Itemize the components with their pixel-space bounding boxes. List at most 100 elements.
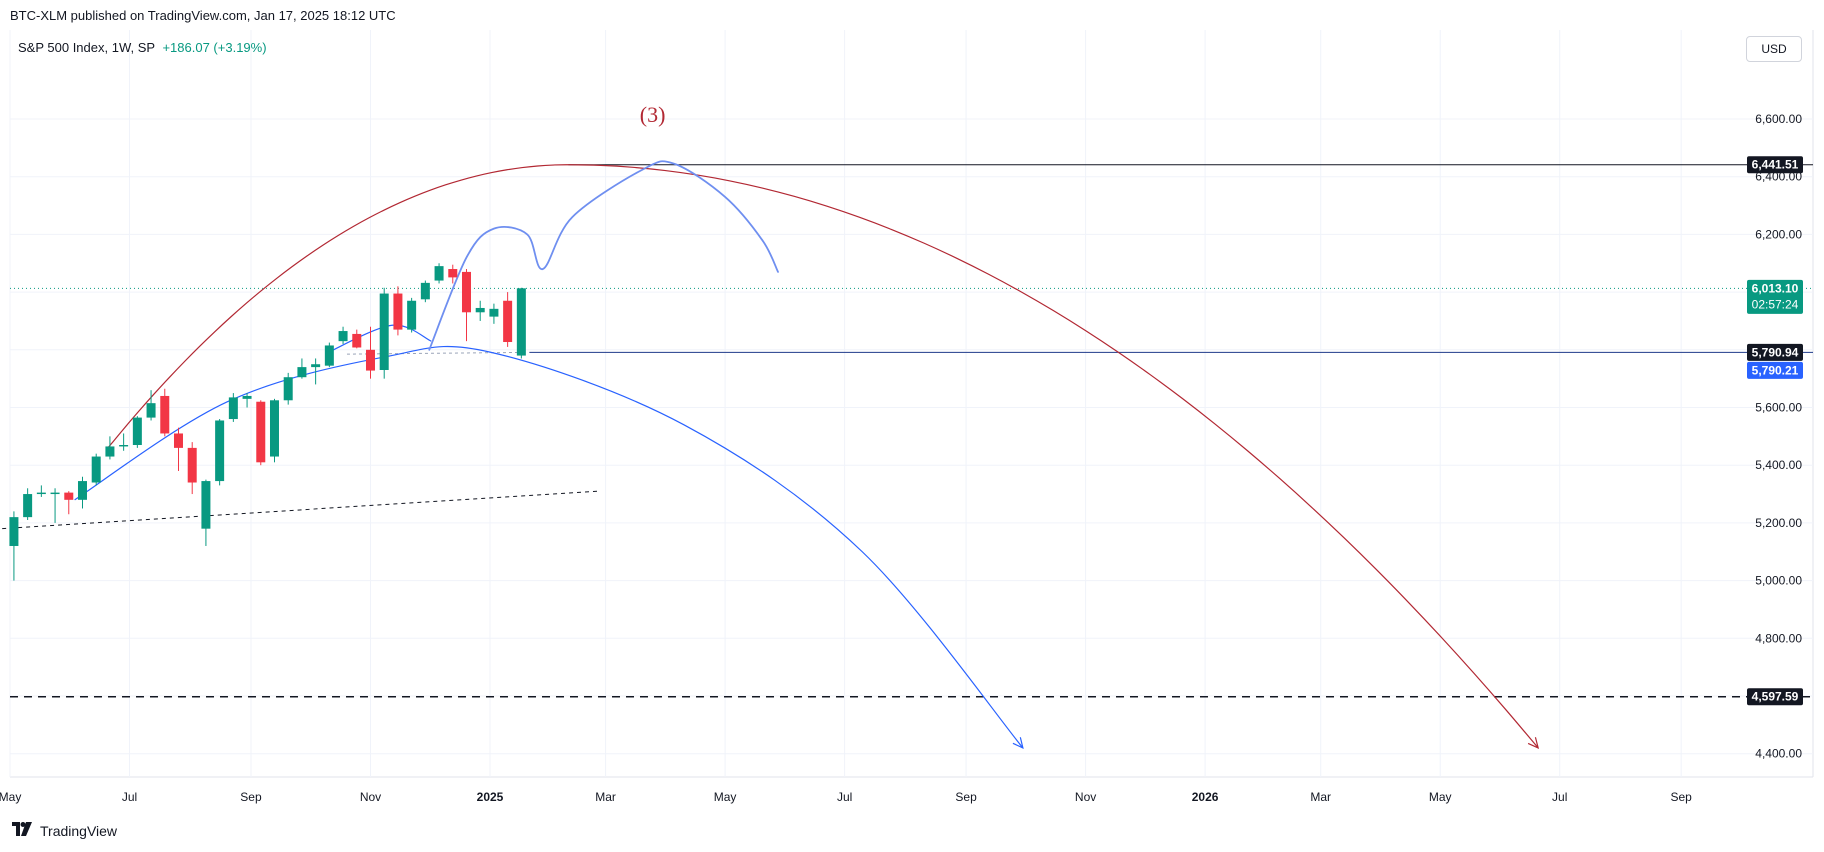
support-price-label-text: 5,790.94	[1752, 345, 1799, 359]
tradingview-footer: TradingView	[12, 822, 117, 840]
candle-body	[105, 446, 115, 457]
candle-body	[160, 395, 170, 434]
symbol-legend: S&P 500 Index, 1W, SP +186.07 (+3.19%)	[18, 40, 267, 55]
candle-up	[297, 358, 307, 379]
candle-up	[9, 511, 19, 581]
time-tick-label: Jul	[837, 790, 852, 804]
target-price-label-bg	[1747, 688, 1803, 706]
candle-up	[228, 393, 238, 422]
candle-up	[91, 453, 101, 486]
candle-body	[242, 395, 252, 399]
candle-body	[489, 308, 499, 317]
candle-up	[201, 479, 211, 546]
candle-body	[173, 433, 183, 448]
support-price-label: 5,790.94	[1747, 343, 1803, 361]
candle-body	[36, 492, 46, 495]
last-price-label: 6,013.10 02:57:24	[1747, 279, 1803, 314]
candle-body	[256, 401, 266, 463]
candle-body	[119, 445, 129, 447]
candle-body	[23, 494, 33, 518]
support-price-label-blue-text: 5,790.21	[1752, 363, 1799, 377]
target-price-label-text: 4,597.59	[1752, 690, 1799, 704]
candle-down	[448, 264, 458, 284]
candle-up	[50, 488, 60, 523]
price-axis: 6,600.006,400.006,200.006,000.005,800.00…	[1755, 112, 1802, 761]
time-tick-label: Sep	[955, 790, 977, 804]
candle-body	[297, 367, 307, 378]
time-tick-label: 2025	[477, 790, 504, 804]
candle-up	[215, 419, 225, 486]
price-tick-label: 5,000.00	[1755, 574, 1802, 588]
time-tick-label: Mar	[1310, 790, 1331, 804]
candle-body	[379, 293, 389, 370]
currency-button[interactable]: USD	[1746, 36, 1802, 62]
price-tick-label: 4,800.00	[1755, 631, 1802, 645]
time-tick-label: Nov	[1075, 790, 1096, 804]
candle-up	[283, 372, 293, 405]
support-price-label-blue-bg	[1747, 361, 1803, 379]
published-header: BTC-XLM published on TradingView.com, Ja…	[10, 8, 396, 23]
candle-up	[105, 436, 115, 460]
high-price-label-text: 6,441.51	[1752, 158, 1799, 172]
tradingview-brand: TradingView	[40, 823, 118, 839]
candle-body	[516, 288, 526, 356]
candle-up	[242, 393, 252, 408]
candlestick-series	[9, 263, 526, 581]
candle-body	[434, 266, 444, 281]
tradingview-logo-icon	[12, 822, 34, 840]
candle-down	[352, 329, 362, 349]
price-tick-label: 6,600.00	[1755, 112, 1802, 126]
price-tick-label: 4,400.00	[1755, 747, 1802, 761]
candle-up	[475, 300, 485, 321]
candle-body	[461, 271, 471, 313]
blue-arc-arrowhead	[1012, 737, 1024, 749]
blue-small-arc	[327, 324, 432, 354]
chart-grid	[9, 30, 1814, 778]
time-axis: May Jul Sep Nov 2025 Mar May Jul Sep Nov 2026 Mar Ma…	[0, 790, 1692, 804]
chart-drawings: (3)	[2, 102, 1813, 749]
candle-body	[475, 307, 485, 313]
blue-wave-projection	[428, 160, 779, 351]
candle-up	[338, 326, 348, 345]
candle-up	[311, 358, 321, 385]
candle-body	[283, 377, 293, 401]
candle-down	[64, 491, 74, 515]
high-price-label-bg	[1747, 156, 1803, 174]
candle-body	[420, 282, 430, 300]
countdown-text: 02:57:24	[1752, 297, 1799, 311]
candle-body	[50, 492, 60, 495]
candle-body	[311, 364, 321, 368]
high-price-label: 6,441.51	[1747, 156, 1803, 174]
candle-down	[393, 286, 403, 336]
candle-up	[434, 263, 444, 284]
price-tick-label: 6,200.00	[1755, 227, 1802, 241]
candle-body	[338, 331, 348, 342]
time-tick-label: Sep	[240, 790, 262, 804]
candle-body	[215, 420, 225, 482]
candle-body	[228, 397, 238, 420]
price-change: +186.07 (+3.19%)	[162, 40, 267, 55]
time-tick-label: Nov	[360, 790, 381, 804]
red-arc-arrowhead	[1527, 737, 1540, 749]
price-tick-label: 5,200.00	[1755, 516, 1802, 530]
candle-body	[352, 333, 362, 348]
time-tick-label: May	[714, 790, 737, 804]
candle-down	[256, 400, 266, 466]
candle-down	[187, 442, 197, 495]
time-tick-label: May	[1429, 790, 1452, 804]
time-tick-label: Jul	[1552, 790, 1567, 804]
target-price-label: 4,597.59	[1747, 688, 1803, 706]
blue-projection-arc	[74, 345, 1024, 749]
candle-up	[132, 416, 142, 448]
candle-up	[379, 287, 389, 379]
time-tick-label: Mar	[595, 790, 616, 804]
candle-down	[461, 269, 471, 342]
candle-body	[187, 447, 197, 483]
candle-up	[489, 303, 499, 324]
candle-down	[503, 292, 513, 347]
candle-body	[9, 517, 19, 546]
candle-up	[23, 488, 33, 521]
candle-body	[91, 456, 101, 483]
candle-body	[64, 492, 74, 500]
